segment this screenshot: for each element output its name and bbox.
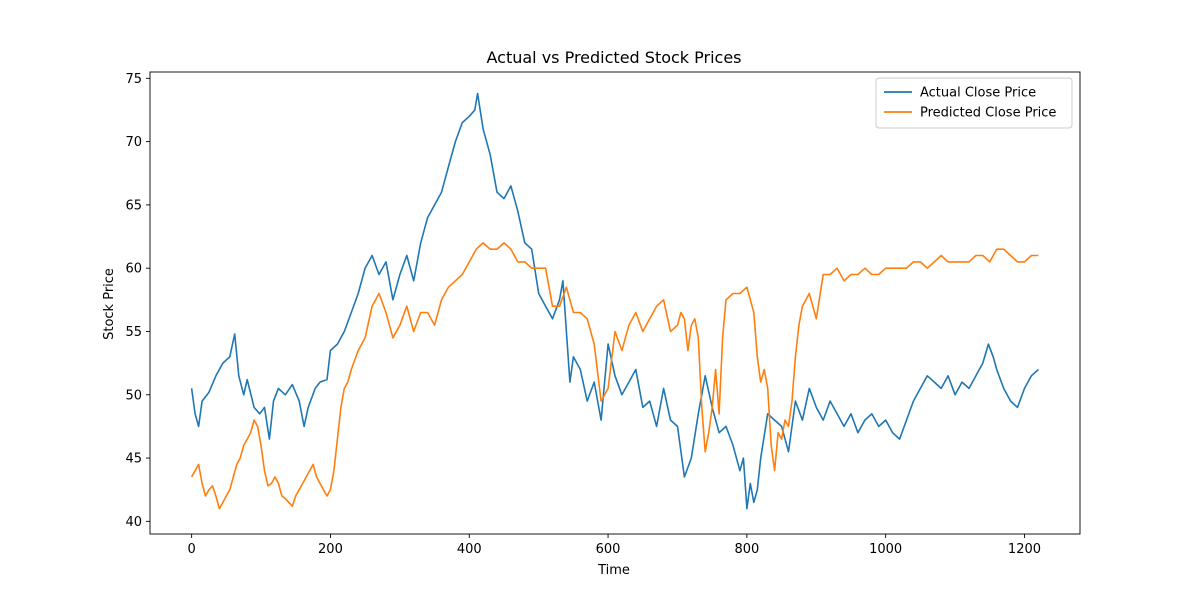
legend-label-1: Predicted Close Price [920,106,1056,121]
x-tick-label: 1000 [869,542,902,557]
legend-box [875,77,1073,129]
y-tick-label: 40 [125,515,142,530]
legend-label-0: Actual Close Price [920,86,1036,101]
plot-area [149,71,1081,535]
series-line-0 [190,92,1039,510]
y-tick-label: 50 [125,388,142,403]
y-tick-label: 45 [125,452,142,467]
y-tick-label: 55 [125,325,142,340]
y-tick-label: 65 [125,198,142,213]
x-tick-label: 800 [734,542,759,557]
y-tick-label: 75 [125,72,142,87]
plot-frame [149,71,1081,535]
x-axis: 0 200 400 600 800 1000 1200 [188,534,1041,557]
legend: Actual Close Price Predicted Close Price [875,77,1073,129]
x-tick-label: 0 [188,542,196,557]
y-tick-label: 60 [125,262,142,277]
x-tick-label: 400 [457,542,482,557]
y-axis: 40 45 50 55 60 65 70 75 [125,72,150,530]
series-line-1 [190,242,1039,510]
x-tick-label: 600 [596,542,621,557]
x-tick-label: 1200 [1008,542,1041,557]
chart-title: Actual vs Predicted Stock Prices [486,48,741,67]
x-axis-label: Time [597,563,630,578]
x-tick-label: 200 [318,542,343,557]
y-axis-label: Stock Price [102,268,117,340]
y-tick-label: 70 [125,135,142,150]
